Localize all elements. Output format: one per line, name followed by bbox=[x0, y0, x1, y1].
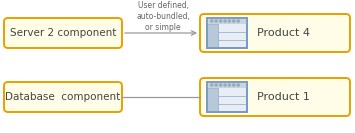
Circle shape bbox=[237, 20, 239, 22]
Circle shape bbox=[215, 84, 217, 86]
FancyBboxPatch shape bbox=[4, 18, 122, 48]
Circle shape bbox=[219, 84, 222, 86]
Circle shape bbox=[224, 20, 226, 22]
Circle shape bbox=[233, 20, 235, 22]
Bar bbox=[207, 82, 247, 112]
Circle shape bbox=[233, 84, 235, 86]
Bar bbox=[207, 82, 247, 112]
Bar bbox=[207, 18, 247, 24]
Circle shape bbox=[237, 84, 239, 86]
Circle shape bbox=[211, 84, 213, 86]
FancyBboxPatch shape bbox=[200, 14, 350, 52]
Bar bbox=[207, 24, 218, 48]
Circle shape bbox=[228, 20, 230, 22]
Bar bbox=[207, 18, 247, 48]
Bar bbox=[207, 18, 247, 48]
FancyBboxPatch shape bbox=[4, 82, 122, 112]
FancyBboxPatch shape bbox=[200, 78, 350, 116]
Text: Database  component: Database component bbox=[5, 92, 121, 102]
Circle shape bbox=[219, 20, 222, 22]
Text: Server 2 component: Server 2 component bbox=[10, 28, 116, 38]
Text: Product 1: Product 1 bbox=[257, 92, 310, 102]
Circle shape bbox=[224, 84, 226, 86]
Text: Product 4: Product 4 bbox=[257, 28, 310, 38]
Circle shape bbox=[211, 20, 213, 22]
Circle shape bbox=[228, 84, 230, 86]
Bar bbox=[207, 88, 218, 112]
Text: User defined,
auto-bundled,
or simple: User defined, auto-bundled, or simple bbox=[136, 1, 190, 32]
Circle shape bbox=[215, 20, 217, 22]
Bar bbox=[207, 82, 247, 88]
